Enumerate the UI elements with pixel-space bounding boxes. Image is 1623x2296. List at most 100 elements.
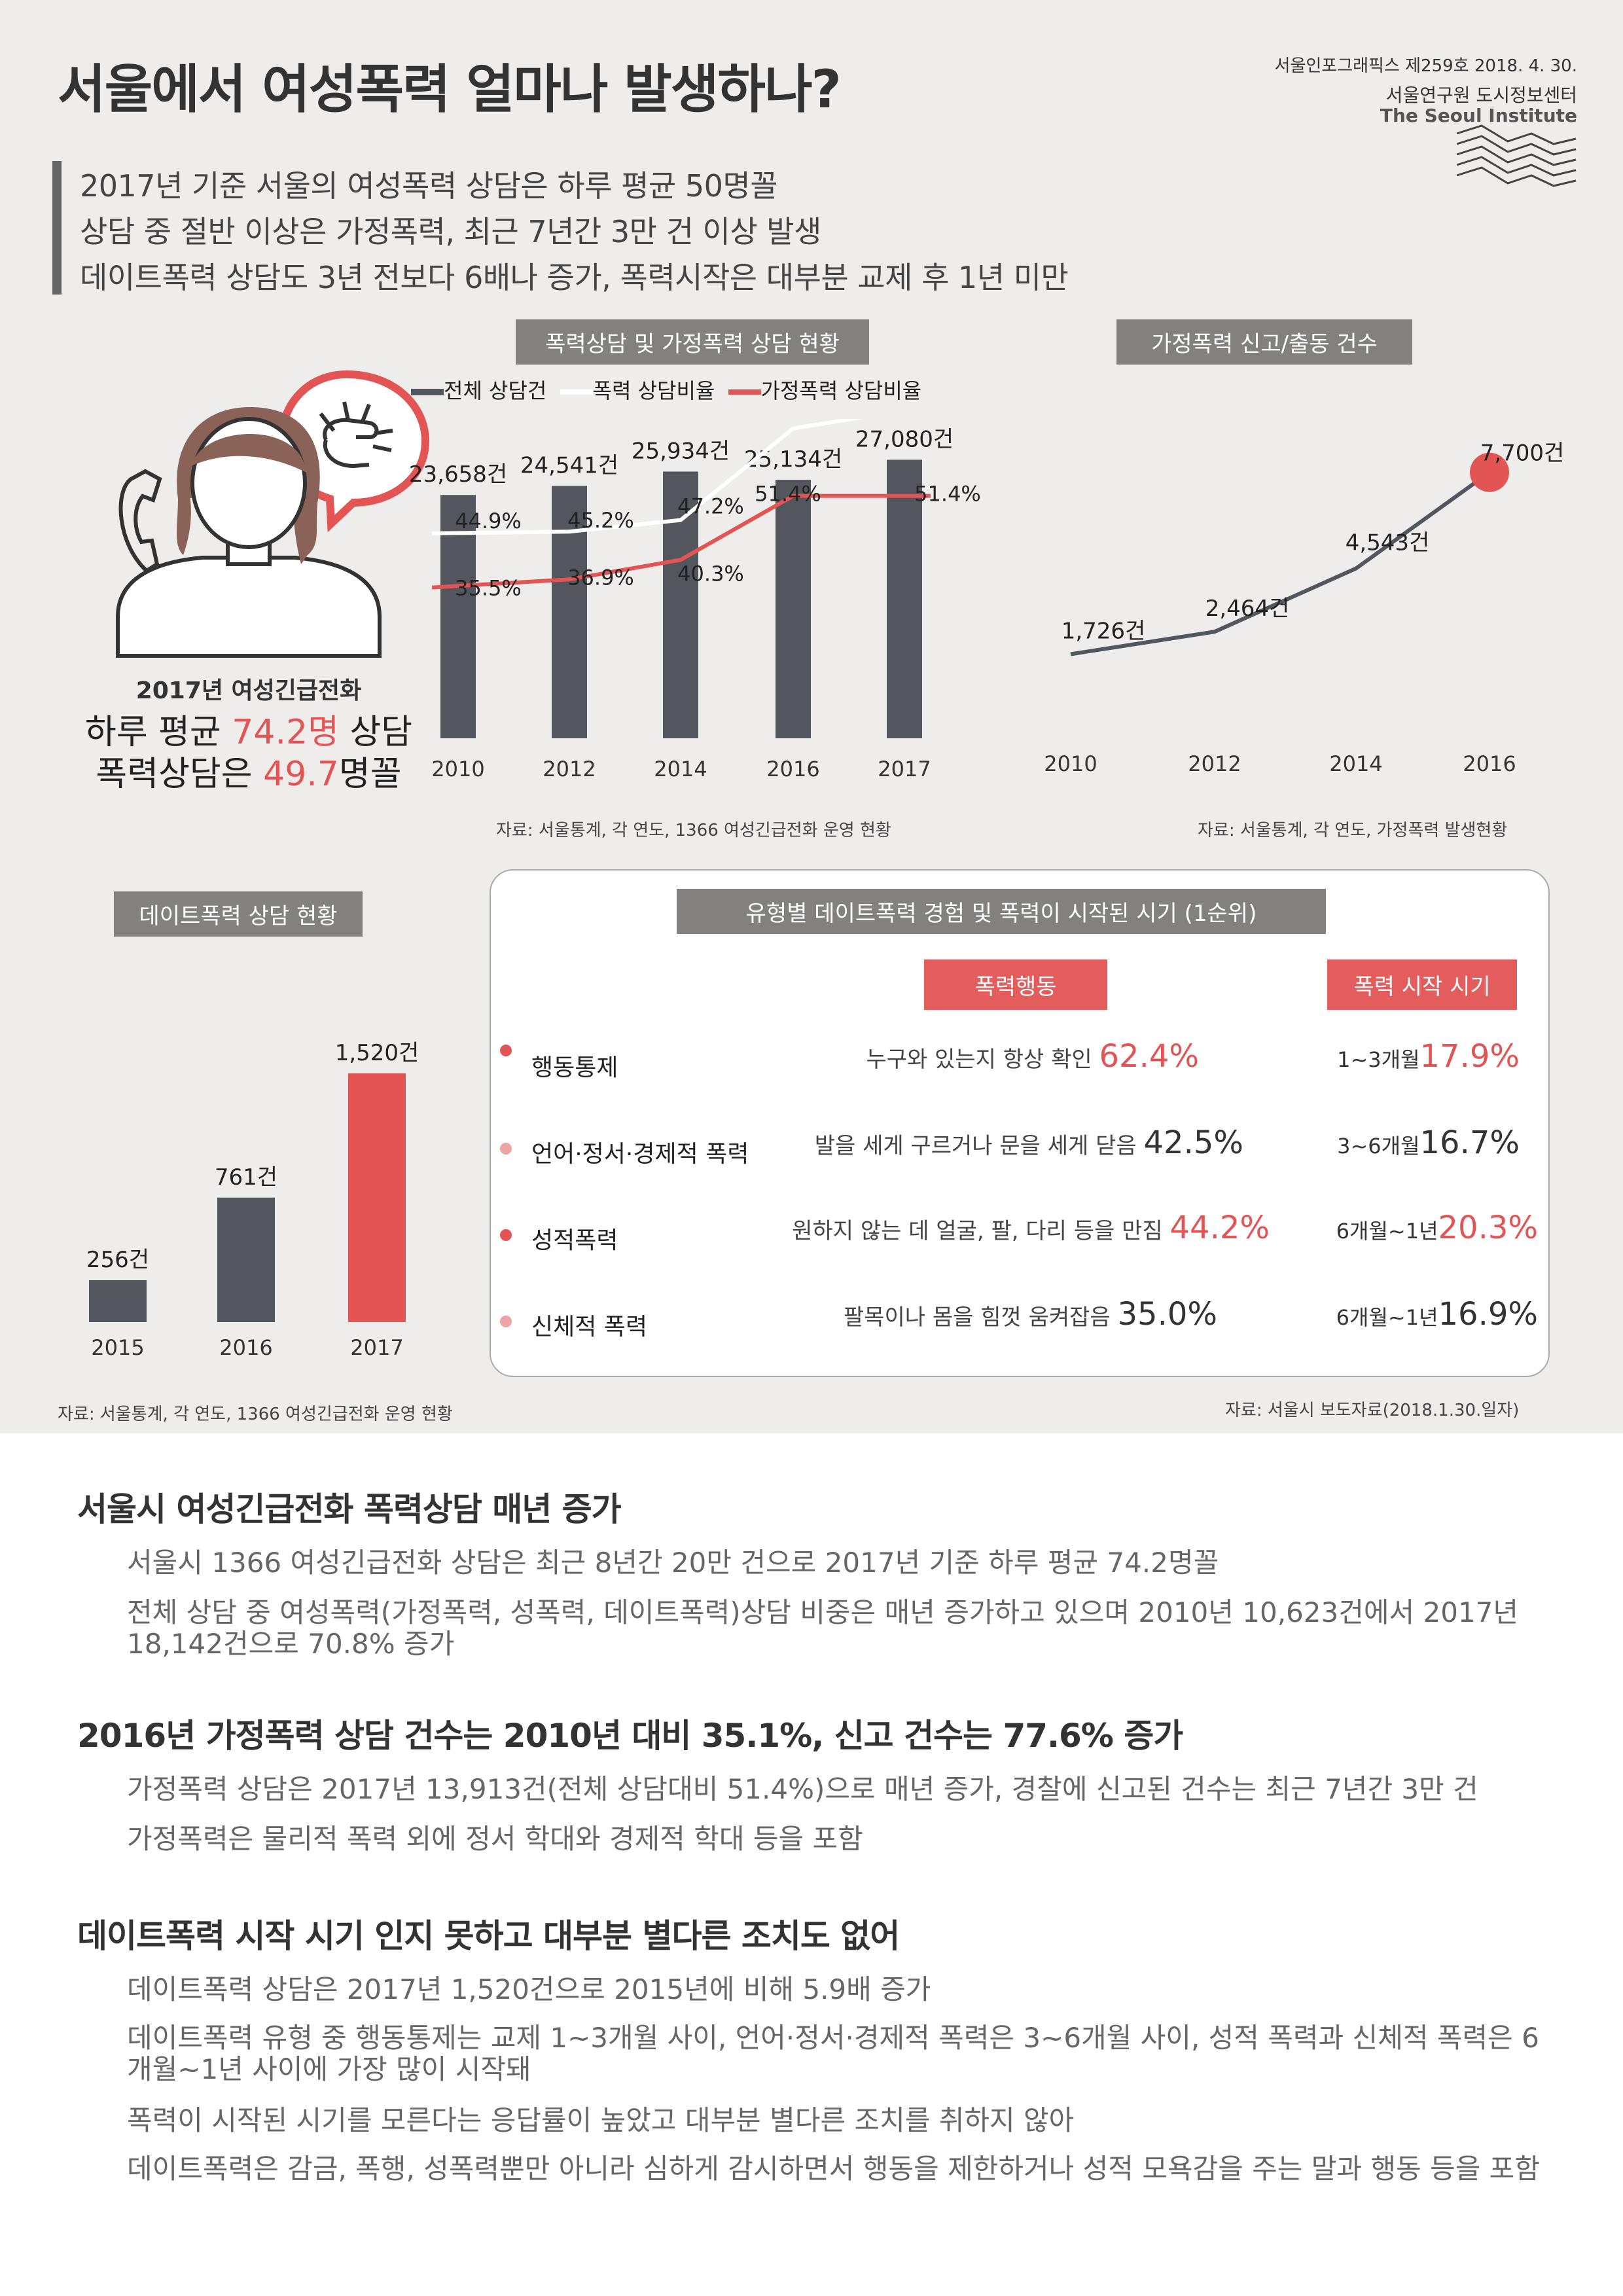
- hotline-line2-prefix: 폭력상담은: [96, 755, 264, 794]
- behavior-percent: 35.0%: [1117, 1296, 1217, 1333]
- legend-swatch-violence: [560, 389, 593, 395]
- bar: [663, 471, 698, 738]
- onset-label: 3~6개월: [1337, 1134, 1420, 1158]
- legend-swatch-domestic: [728, 389, 761, 395]
- institute-name-en: The Seoul Institute: [1380, 105, 1577, 126]
- counseling-chart-title: 폭력상담 및 가정폭력 상담 현황: [516, 319, 869, 365]
- behavior-percent: 44.2%: [1169, 1210, 1270, 1246]
- bar-value-label: 24,541건: [520, 452, 618, 478]
- woman-icon: [116, 407, 382, 658]
- domestic-ratio-label: 51.4%: [755, 482, 821, 507]
- publication-info: 서울인포그래픽스 제259호 2018. 4. 30.: [1274, 56, 1577, 76]
- legend-swatch-total: [411, 389, 444, 395]
- legend-total: 전체 상담건: [444, 378, 547, 403]
- type-label: 행동통제: [531, 1054, 618, 1081]
- onset-column-header: 폭력 시작 시기: [1327, 960, 1517, 1010]
- type-dot: [500, 1316, 512, 1327]
- behavior-column-header: 폭력행동: [924, 960, 1107, 1010]
- onset-row: 6개월~1년16.9%: [1283, 1296, 1538, 1333]
- onset-row: 1~3개월17.9%: [1283, 1038, 1520, 1075]
- behavior-row: 발을 세게 구르거나 문을 세게 닫음 42.5%: [785, 1124, 1243, 1161]
- domestic-report-line: [1070, 471, 1491, 656]
- hotline-line1-prefix: 하루 평균: [84, 713, 232, 752]
- type-label: 신체적 폭력: [531, 1314, 648, 1340]
- point-value-label: 1,726건: [1061, 618, 1146, 644]
- dating-types-panel: [490, 869, 1550, 1377]
- point-value-label: 4,543건: [1346, 530, 1430, 556]
- behavior-row: 누구와 있는지 항상 확인 62.4%: [785, 1038, 1199, 1075]
- x-tick-label: 2015: [91, 1335, 144, 1360]
- dating-source: 자료: 서울통계, 각 연도, 1366 여성긴급전화 운영 현황: [58, 1405, 453, 1424]
- onset-percent: 16.9%: [1438, 1296, 1538, 1333]
- violence-ratio-label: 44.9%: [455, 509, 522, 533]
- behavior-percent: 62.4%: [1099, 1038, 1199, 1075]
- type-dot: [500, 1143, 512, 1155]
- behavior-label: 팔목이나 몸을 힘껏 움켜잡음: [843, 1304, 1111, 1331]
- bar-value-label: 256건: [86, 1247, 149, 1273]
- point-value-label: 2,464건: [1205, 596, 1290, 622]
- domestic-chart-title: 가정폭력 신고/출동 건수: [1116, 319, 1412, 365]
- domestic-ratio-label: 35.5%: [455, 576, 522, 601]
- point-value-label: 7,700건: [1480, 440, 1565, 467]
- behavior-label: 원하지 않는 데 얼굴, 팔, 다리 등을 만짐: [792, 1218, 1163, 1244]
- domestic-ratio-label: 40.3%: [677, 561, 744, 586]
- domestic-ratio-label: 36.9%: [567, 565, 634, 590]
- summary-line-1: 2017년 기준 서울의 여성폭력 상담은 하루 평균 50명꼴: [80, 168, 778, 204]
- x-tick-label: 2016: [219, 1335, 272, 1360]
- section-paragraph: 가정폭력 상담은 2017년 13,913건(전체 상담대비 51.4%)으로 …: [127, 1773, 1478, 1805]
- section-paragraph: 데이트폭력 상담은 2017년 1,520건으로 2015년에 비해 5.9배 …: [127, 1973, 931, 2005]
- phone-icon: [118, 469, 162, 573]
- bar-value-label: 761건: [215, 1164, 277, 1191]
- behavior-row: 원하지 않는 데 얼굴, 팔, 다리 등을 만짐 44.2%: [720, 1210, 1270, 1246]
- hotline-line1-suffix: 상담: [338, 713, 413, 752]
- hotline-caption: 2017년 여성긴급전화: [135, 677, 362, 704]
- bar-value-label: 27,080건: [855, 426, 954, 452]
- bar: [348, 1073, 406, 1322]
- legend-violence-ratio: 폭력 상담비율: [592, 378, 715, 403]
- x-tick-label: 2017: [350, 1335, 403, 1360]
- onset-row: 6개월~1년20.3%: [1283, 1210, 1538, 1246]
- legend-domestic-ratio: 가정폭력 상담비율: [760, 378, 922, 403]
- section-paragraph: 전체 상담 중 여성폭력(가정폭력, 성폭력, 데이트폭력)상담 비중은 매년 …: [127, 1596, 1519, 1660]
- hotline-line2-suffix: 명꼴: [338, 755, 402, 794]
- bar: [887, 459, 922, 738]
- bar: [776, 480, 811, 738]
- x-tick-label: 2012: [543, 757, 596, 781]
- counseling-chart: 23,658건 2010 24,541건 2012 25,934건 2014 25,134건…: [409, 419, 981, 781]
- counseling-source: 자료: 서울통계, 각 연도, 1366 여성긴급전화 운영 현황: [496, 821, 891, 840]
- domestic-ratio-line: [431, 493, 931, 590]
- bar-value-label: 25,934건: [632, 438, 730, 464]
- hotline-line2-value: 49.7: [263, 755, 339, 794]
- summary-line-3: 데이트폭력 상담도 3년 전보다 6배나 증가, 폭력시작은 대부분 교제 후 …: [80, 260, 1069, 295]
- domestic-source: 자료: 서울통계, 각 연도, 가정폭력 발생현황: [1198, 821, 1508, 840]
- highlight-point: [1470, 452, 1509, 492]
- x-tick-label: 2017: [878, 757, 931, 781]
- section-paragraph: 가정폭력은 물리적 폭력 외에 정서 학대와 경제적 학대 등을 포함: [127, 1823, 863, 1855]
- hotline-illustration: [116, 370, 430, 658]
- domestic-report-chart: 1,726건 2010 2,464건 2012 4,543건 2014 7,700건 2016: [1044, 440, 1565, 776]
- dating-violence-chart: 256건 2015 761건 2016 1,520건 2017: [86, 1040, 419, 1360]
- behavior-row: 팔목이나 몸을 힘껏 움켜잡음 35.0%: [772, 1296, 1217, 1333]
- violence-ratio-label: 63.1%: [755, 419, 821, 421]
- bar-value-label: 25,134건: [744, 446, 842, 473]
- bar: [89, 1280, 147, 1322]
- onset-label: 6개월~1년: [1336, 1305, 1438, 1330]
- dating-types-title: 유형별 데이트폭력 경험 및 폭력이 시작된 시기 (1순위): [677, 889, 1326, 934]
- bar-value-label: 1,520건: [335, 1040, 419, 1066]
- hotline-line1-value: 74.2명: [232, 713, 339, 752]
- onset-percent: 17.9%: [1419, 1038, 1520, 1075]
- page-title: 서울에서 여성폭력 얼마나 발생하나?: [58, 59, 842, 120]
- bar: [552, 486, 587, 738]
- violence-ratio-label: 45.2%: [567, 508, 634, 533]
- violence-ratio-line: [431, 419, 865, 535]
- section-heading: 서울시 여성긴급전화 폭력상담 매년 증가: [77, 1490, 622, 1528]
- institute-name: 서울연구원 도시정보센터: [1385, 84, 1577, 106]
- behavior-percent: 42.5%: [1143, 1124, 1243, 1161]
- onset-percent: 16.7%: [1419, 1124, 1520, 1161]
- section-paragraph: 폭력이 시작된 시기를 모른다는 응답률이 높았고 대부분 별다른 조치를 취하…: [127, 2104, 1075, 2136]
- bar-value-label: 23,658건: [409, 461, 507, 488]
- section-paragraph: 서울시 1366 여성긴급전화 상담은 최근 8년간 20만 건으로 2017년…: [127, 1547, 1219, 1579]
- summary-line-2: 상담 중 절반 이상은 가정폭력, 최근 7년간 3만 건 이상 발생: [80, 214, 821, 249]
- x-tick-label: 2012: [1188, 751, 1241, 776]
- bar: [217, 1197, 275, 1322]
